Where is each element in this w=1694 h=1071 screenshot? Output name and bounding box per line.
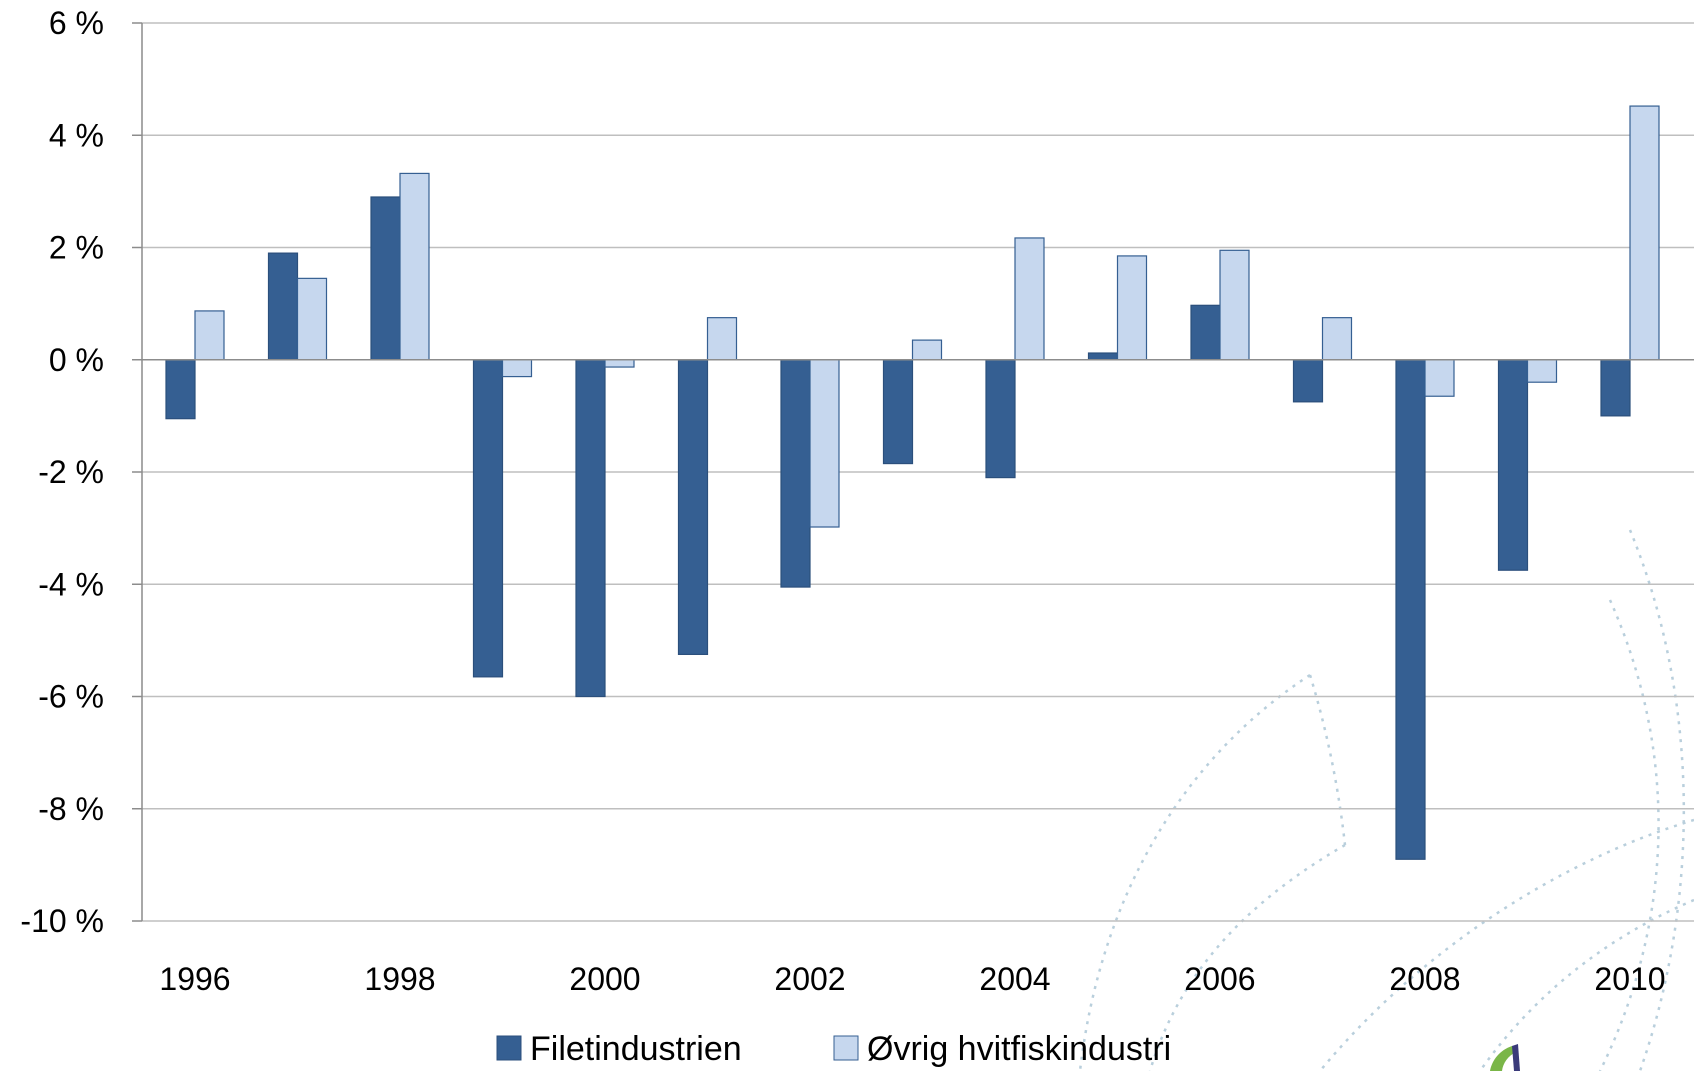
- bar-ovrig-hvitfiskindustri-1999: [501, 359, 533, 378]
- bar-ovrig-hvitfiskindustri-2002: [809, 359, 840, 528]
- bar-filetindustrien-2006: [1190, 304, 1221, 361]
- logo-fragment: [1490, 1044, 1520, 1071]
- bar-ovrig-hvitfiskindustri-2007: [1321, 317, 1353, 361]
- y-tick-label: 4 %: [49, 117, 104, 153]
- bar-filetindustrien-2002: [780, 359, 811, 588]
- bar-ovrig-hvitfiskindustri-2009: [1526, 359, 1558, 383]
- bar-ovrig-hvitfiskindustri-2004: [1014, 237, 1045, 361]
- x-tick-label: 1998: [364, 961, 435, 997]
- bar-filetindustrien-2004: [985, 359, 1016, 479]
- bar-ovrig-hvitfiskindustri-2010: [1629, 105, 1660, 361]
- bar-filetindustrien-1996: [165, 359, 196, 420]
- bar-filetindustrien-2008: [1395, 359, 1426, 860]
- x-tick-label: 2000: [569, 961, 640, 997]
- bar-ovrig-hvitfiskindustri-2001: [706, 317, 738, 361]
- gridlines: [142, 22, 1694, 922]
- y-tick-labels: 6 % 4 % 2 % 0 % -2 % -4 % -6 % -8 % -10 %: [20, 5, 104, 939]
- watermark-decoration: [1078, 529, 1694, 1071]
- bar-filetindustrien-2007: [1292, 359, 1324, 403]
- axes: [132, 22, 1694, 922]
- x-tick-label: 1996: [159, 961, 230, 997]
- bar-filetindustrien-2010: [1600, 359, 1631, 417]
- bar-filetindustrien-2001: [677, 359, 709, 656]
- y-tick-label: 6 %: [49, 5, 104, 41]
- bar-ovrig-hvitfiskindustri-2008: [1424, 359, 1455, 397]
- y-tick-label: -8 %: [38, 791, 104, 827]
- bar-ovrig-hvitfiskindustri-2000: [604, 359, 635, 368]
- bar-filetindustrien-2003: [882, 359, 914, 465]
- bar-ovrig-hvitfiskindustri-1998: [399, 172, 430, 361]
- x-tick-label: 2006: [1184, 961, 1255, 997]
- bar-ovrig-hvitfiskindustri-2006: [1219, 249, 1250, 361]
- bar-filetindustrien-2000: [575, 359, 606, 698]
- bar-ovrig-hvitfiskindustri-1997: [296, 277, 328, 361]
- x-tick-label: 2004: [979, 961, 1050, 997]
- x-tick-label: 2010: [1594, 961, 1665, 997]
- legend-swatch-filetindustrien: [496, 1035, 522, 1061]
- bar-filetindustrien-1998: [370, 196, 401, 361]
- x-tick-label: 2008: [1389, 961, 1460, 997]
- bar-filetindustrien-1997: [267, 252, 299, 361]
- x-tick-labels: 1996 1998 2000 2002 2004 2006 2008 2010: [159, 961, 1665, 997]
- bars: [165, 105, 1660, 860]
- y-tick-label: -4 %: [38, 566, 104, 602]
- legend-label-filetindustrien: Filetindustrien: [530, 1030, 742, 1068]
- y-tick-label: 2 %: [49, 230, 104, 266]
- y-tick-label: -6 %: [38, 679, 104, 715]
- bar-filetindustrien-1999: [472, 359, 504, 678]
- bar-ovrig-hvitfiskindustri-1996: [194, 310, 225, 361]
- bar-ovrig-hvitfiskindustri-2005: [1116, 255, 1148, 361]
- y-tick-label: 0 %: [49, 342, 104, 378]
- y-tick-label: -2 %: [38, 454, 104, 490]
- bar-ovrig-hvitfiskindustri-2003: [911, 339, 943, 361]
- bar-filetindustrien-2009: [1497, 359, 1529, 571]
- legend-swatch-ovrig-hvitfiskindustri: [833, 1035, 859, 1061]
- y-tick-label: -10 %: [20, 903, 104, 939]
- legend-label-ovrig-hvitfiskindustri: Øvrig hvitfiskindustri: [867, 1030, 1171, 1068]
- bar-filetindustrien-2005: [1087, 352, 1119, 361]
- x-tick-label: 2002: [774, 961, 845, 997]
- legend: Filetindustrien Øvrig hvitfiskindustri: [496, 1030, 1171, 1068]
